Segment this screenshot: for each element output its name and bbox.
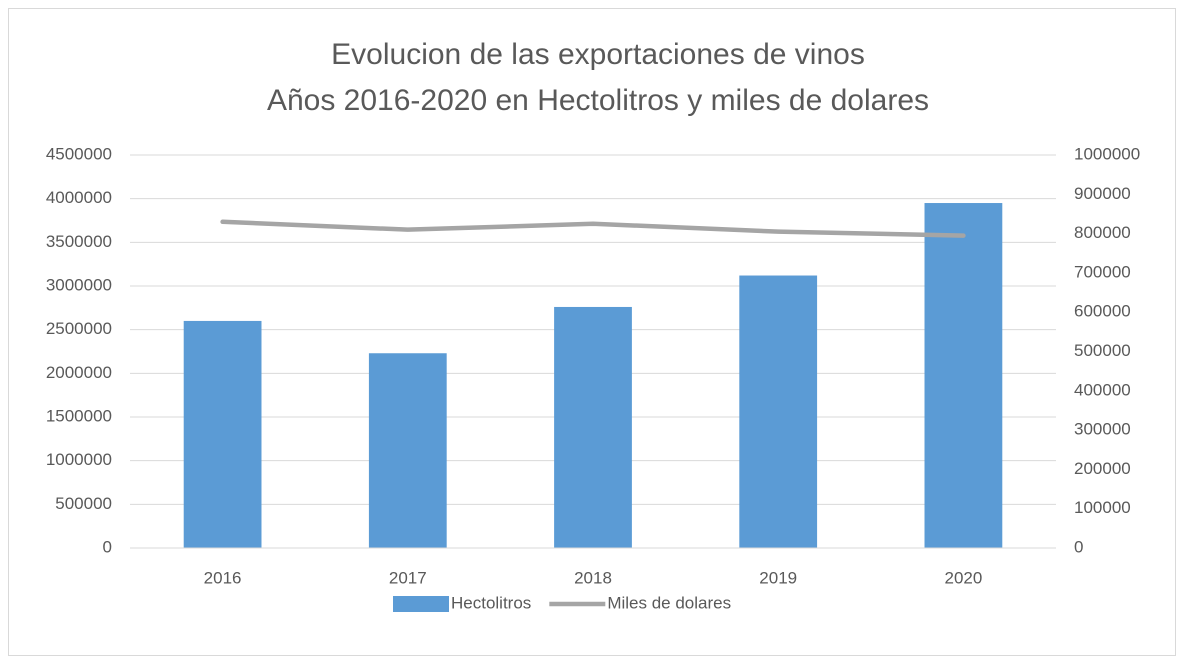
y2-tick-label: 100000 xyxy=(1074,498,1131,517)
bar xyxy=(554,306,632,548)
legend-swatch xyxy=(393,596,449,612)
y2-tick-label: 300000 xyxy=(1074,420,1131,439)
y2-tick-label: 400000 xyxy=(1074,380,1131,399)
y-tick-label: 3000000 xyxy=(46,275,112,294)
bar xyxy=(368,353,447,548)
x-tick-label: 2017 xyxy=(389,568,427,587)
y2-tick-label: 200000 xyxy=(1074,459,1131,478)
y2-tick-label: 700000 xyxy=(1074,262,1131,281)
bar xyxy=(924,203,1003,549)
y-tick-label: 3500000 xyxy=(46,232,112,251)
y-tick-label: 4000000 xyxy=(46,188,112,207)
chart-title: Evolucion de las exportaciones de vinos xyxy=(331,38,865,71)
y-tick-label: 4500000 xyxy=(46,144,112,163)
line xyxy=(220,219,966,238)
x-tick-label: 2018 xyxy=(574,568,612,587)
y-tick-label: 2500000 xyxy=(46,319,112,338)
y-tick-label: 1000000 xyxy=(46,450,112,469)
y2-tick-label: 1000000 xyxy=(1074,144,1140,163)
bar xyxy=(739,275,818,548)
y-tick-label: 2000000 xyxy=(46,363,112,382)
x-tick-label: 2020 xyxy=(944,568,982,587)
y-tick-label: 1500000 xyxy=(46,406,112,425)
x-tick-label: 2019 xyxy=(759,568,797,587)
bar xyxy=(183,320,262,548)
y-tick-label: 0 xyxy=(103,537,112,556)
x-tick-label: 2016 xyxy=(204,568,242,587)
y2-tick-label: 600000 xyxy=(1074,302,1131,321)
y2-tick-label: 500000 xyxy=(1074,341,1131,360)
y-tick-label: 500000 xyxy=(55,494,112,513)
y2-tick-label: 900000 xyxy=(1074,184,1131,203)
y2-tick-label: 0 xyxy=(1074,537,1083,556)
legend-label: Hectolitros xyxy=(451,593,531,612)
chart-subtitle: Años 2016-2020 en Hectolitros y miles de… xyxy=(267,84,929,117)
y2-tick-label: 800000 xyxy=(1074,223,1131,242)
legend-label: Miles de dolares xyxy=(607,593,731,612)
